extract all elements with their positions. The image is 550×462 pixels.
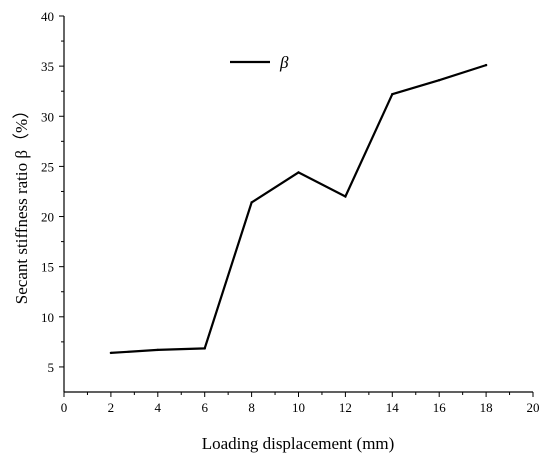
x-tick-label: 14 <box>386 400 400 415</box>
x-tick-label: 4 <box>155 400 162 415</box>
y-tick-label: 20 <box>41 210 54 225</box>
y-tick-label: 15 <box>41 260 54 275</box>
data-point <box>109 351 113 355</box>
x-tick-label: 18 <box>480 400 493 415</box>
data-point <box>297 171 300 174</box>
x-tick-label: 10 <box>292 400 305 415</box>
y-tick-label: 35 <box>41 59 54 74</box>
ticks: 0 2 4 6 8 10 12 14 16 18 20 5 10 15 20 25 30 35 40 <box>41 9 540 415</box>
x-tick-label: 12 <box>339 400 352 415</box>
y-tick-label: 25 <box>41 159 54 174</box>
data-point <box>250 201 253 204</box>
x-tick-label: 0 <box>61 400 68 415</box>
x-tick-label: 2 <box>108 400 115 415</box>
x-tick-label: 8 <box>248 400 255 415</box>
data-point <box>391 93 394 96</box>
x-tick-label: 16 <box>433 400 447 415</box>
legend: β <box>230 53 289 72</box>
data-point <box>156 348 159 352</box>
data-point <box>438 78 441 82</box>
series-line <box>110 64 487 354</box>
series-layer <box>109 63 488 355</box>
x-tick-label: 20 <box>527 400 540 415</box>
x-tick-label: 6 <box>201 400 208 415</box>
y-axis-label: Secant stiffness ratio β（%） <box>12 102 31 304</box>
y-tick-label: 10 <box>41 310 54 325</box>
legend-label: β <box>279 53 289 72</box>
y-tick-label: 30 <box>41 109 54 124</box>
y-tick-label: 40 <box>41 9 54 24</box>
y-tick-label: 5 <box>48 360 55 375</box>
x-axis-label: Loading displacement (mm) <box>202 434 395 453</box>
data-point <box>344 195 347 198</box>
data-point <box>203 347 206 350</box>
data-point <box>484 63 488 67</box>
